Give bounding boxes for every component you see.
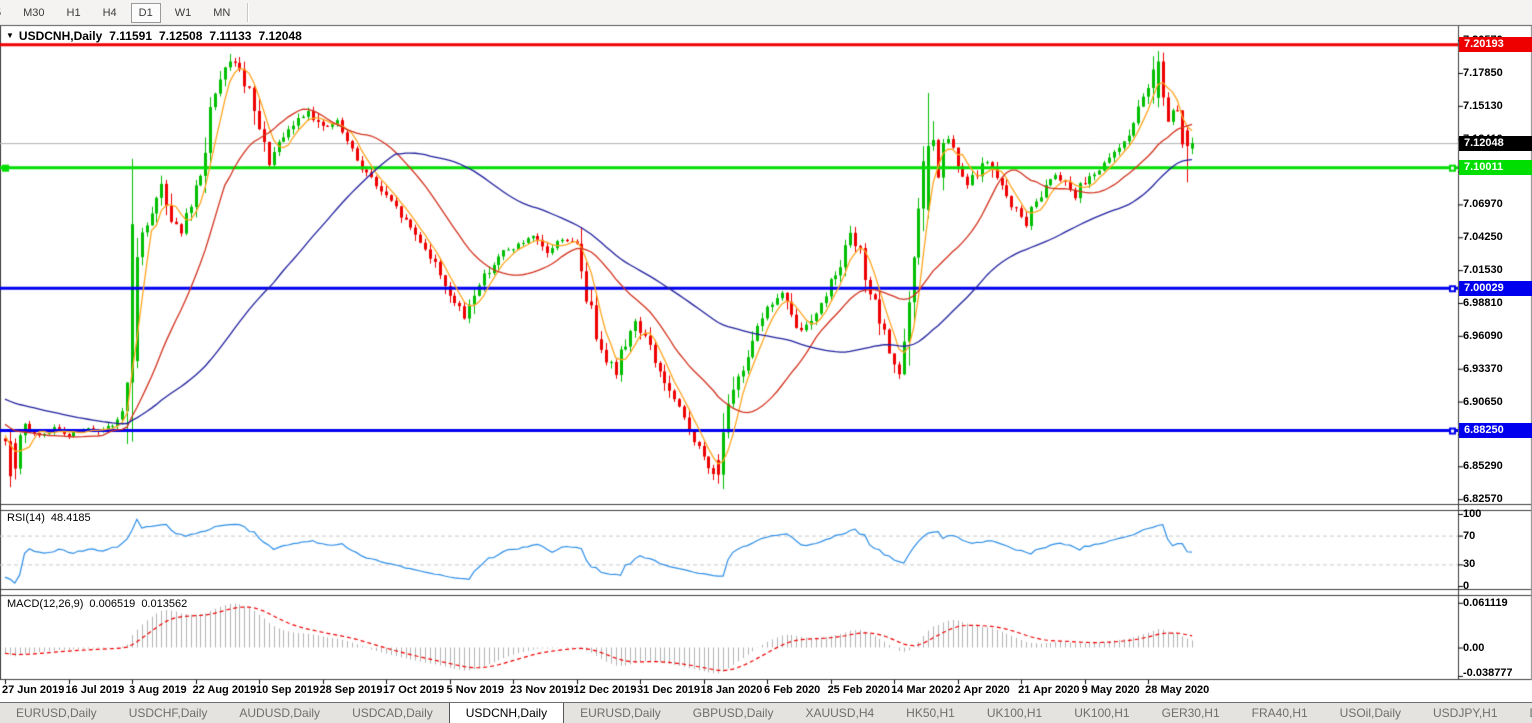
macd-indicator-label: MACD(12,26,9) 0.006519 0.013562 (7, 598, 187, 610)
price-tick-label: 6.93370 (1463, 362, 1503, 375)
chart-tab-UK100-H1[interactable]: UK100,H1 (986, 706, 1043, 720)
macd-tick-label: -0.038777 (1463, 667, 1513, 679)
symbol-dropdown-icon[interactable]: ▼ (6, 31, 14, 40)
date-tick-label: 17 Oct 2019 (383, 684, 445, 696)
price-tick-label: 7.15130 (1463, 99, 1503, 112)
low-value: 7.11133 (209, 29, 252, 43)
chart-tab-USDCNH-Daily[interactable]: USDCNH,Daily (448, 703, 565, 723)
price-tick-label: 6.85290 (1463, 460, 1503, 473)
chart-tab-AUDUSD-Daily[interactable]: AUDUSD,Daily (239, 706, 321, 720)
price-tick-label: 7.04250 (1463, 231, 1503, 244)
chart-tab-USDCHF-Daily[interactable]: USDCHF,Daily (128, 706, 208, 720)
date-tick-label: 18 Jan 2020 (700, 684, 763, 696)
date-tick-label: 12 Dec 2019 (573, 684, 637, 696)
high-value: 7.12508 (159, 29, 203, 43)
support-price-label-2: 7.00029 (1459, 280, 1532, 296)
macd-tick-label: 0.00 (1463, 641, 1485, 654)
macd-tick-label: 0.061119 (1463, 596, 1508, 609)
chart-tab-USOil-Daily[interactable]: USOil,Daily (1339, 706, 1402, 720)
chart-tab-USDJPY-H1[interactable]: USDJPY,H1 (1433, 706, 1498, 720)
close-value: 7.12048 (258, 29, 302, 43)
price-tick-label: 6.90650 (1463, 395, 1503, 408)
macd-name: MACD(12,26,9) (7, 598, 84, 610)
rsi-indicator-label: RSI(14) 48.4185 (7, 512, 91, 524)
date-tick-label: 2 Apr 2020 (954, 684, 1010, 696)
date-tick-label: 16 Jul 2019 (65, 684, 125, 696)
rsi-tick-label: 30 (1463, 558, 1476, 571)
symbol-period-label: USDCNH,Daily (18, 29, 103, 43)
rsi-tick-label: 0 (1463, 580, 1470, 592)
chart-tab-DJ30-H1[interactable]: DJ30,H1 (1514, 703, 1532, 723)
price-tick-label: 6.82570 (1463, 493, 1503, 506)
date-tick-label: 27 Jun 2019 (2, 684, 65, 696)
date-tick-label: 21 Apr 2020 (1018, 684, 1080, 696)
chart-tab-UK100-H1[interactable]: UK100,H1 (1074, 706, 1130, 720)
chart-tab-GBPUSD-Daily[interactable]: GBPUSD,Daily (692, 706, 774, 720)
chart-tab-USDCAD-Daily[interactable]: USDCAD,Daily (352, 706, 433, 720)
date-tick-label: 31 Dec 2019 (637, 684, 701, 696)
price-tick-label: 7.06970 (1463, 198, 1503, 211)
chart-tab-EURUSD-Daily[interactable]: EURUSD,Daily (16, 706, 97, 720)
chart-tab-FRA40-H1[interactable]: FRA40,H1 (1251, 706, 1308, 720)
date-tick-label: 25 Feb 2020 (827, 684, 890, 696)
date-tick-label: 3 Aug 2019 (129, 684, 187, 696)
rsi-tick-label: 100 (1463, 508, 1482, 520)
support-price-label-3: 6.88250 (1459, 423, 1532, 439)
date-tick-label: 6 Feb 2020 (764, 684, 821, 696)
date-tick-label: 28 Sep 2019 (319, 684, 383, 696)
chart-tab-GER30-H1[interactable]: GER30,H1 (1161, 706, 1220, 720)
macd-value: 0.006519 (89, 598, 136, 610)
current-price-label: 7.12048 (1459, 135, 1532, 151)
price-tick-label: 6.98810 (1463, 296, 1503, 309)
macd-signal-value: 0.013562 (141, 598, 188, 610)
chart-tab-XAUUSD-H4[interactable]: XAUUSD,H4 (805, 706, 875, 720)
date-tick-label: 5 Nov 2019 (446, 684, 505, 696)
rsi-name: RSI(14) (7, 512, 45, 524)
date-tick-label: 28 May 2020 (1145, 684, 1210, 696)
chart-title: ▼ USDCNH,Daily 7.11591 7.12508 7.11133 7.1204… (6, 29, 302, 43)
open-value: 7.11591 (109, 29, 152, 43)
chart-tab-bar: EURUSD,Daily USDCHF,Daily AUDUSD,Daily USDC… (0, 702, 1532, 723)
date-tick-label: 14 Mar 2020 (891, 684, 954, 696)
resistance-price-label: 7.20193 (1459, 37, 1532, 53)
chart-tab-HK50-H1[interactable]: HK50,H1 (906, 706, 955, 720)
price-tick-label: 7.17850 (1463, 66, 1503, 79)
date-tick-label: 23 Nov 2019 (510, 684, 574, 696)
price-tick-label: 6.96090 (1463, 329, 1503, 342)
support-price-label-1: 7.10011 (1459, 160, 1532, 176)
chart-tab-EURUSD-Daily[interactable]: EURUSD,Daily (580, 706, 661, 720)
date-tick-label: 10 Sep 2019 (256, 684, 320, 696)
price-tick-label: 7.01530 (1463, 264, 1503, 277)
rsi-value: 48.4185 (50, 512, 91, 524)
date-tick-label: 22 Aug 2019 (192, 684, 257, 696)
date-tick-label: 9 May 2020 (1081, 684, 1140, 696)
rsi-tick-label: 70 (1463, 529, 1476, 542)
